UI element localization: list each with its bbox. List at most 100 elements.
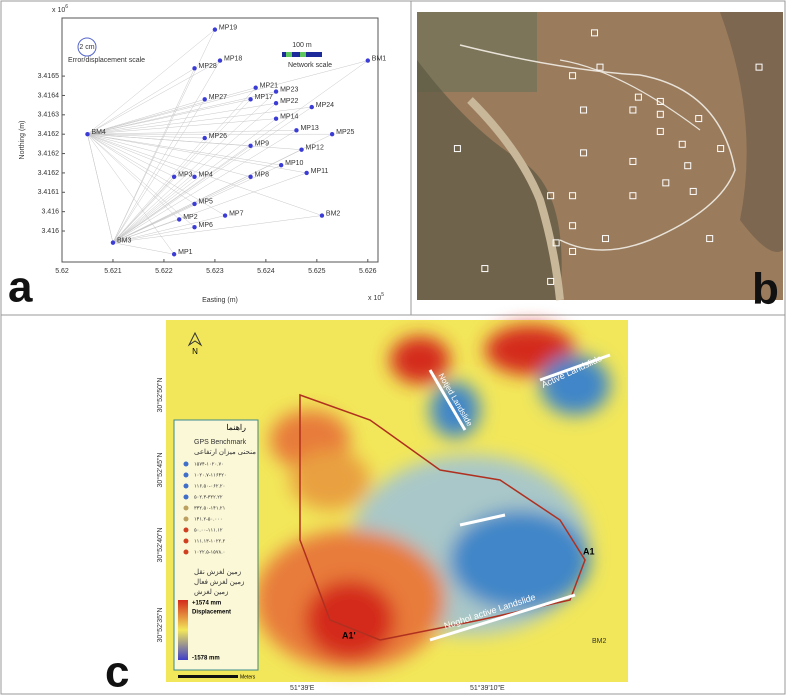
point-label: MP7 (229, 210, 244, 217)
y-axis-label: Northing (m) (19, 121, 26, 160)
panel-c: Active Landslide Notjed Landslide Noghol… (105, 320, 628, 695)
point (279, 163, 283, 167)
x-tick-label: 5.625 (308, 268, 326, 275)
point-label: MP4 (199, 172, 214, 179)
longitude: 51°39'10"E (470, 684, 505, 692)
point (330, 132, 334, 136)
point (274, 89, 278, 93)
legend-symbol (184, 495, 189, 500)
point-label: MP23 (280, 86, 298, 93)
legend-entry: ۵۰.۰۰-۱۱۱.۱۲ (194, 527, 223, 533)
legend-symbol (184, 473, 189, 478)
legend-entry: ۱۱۶.۵۰-۰۶۲.۲۰ (194, 483, 225, 489)
x-tick-label: 5.626 (359, 268, 377, 275)
scale-bar (286, 52, 292, 57)
map-label: A1' (342, 630, 356, 640)
latitude: 30°52'40"N (156, 527, 164, 562)
legend-entry: ۱۱۱.۱۳-۱۰۲۲.۲ (194, 538, 226, 544)
point (274, 101, 278, 105)
legend-entry: زمین لغزش فعال (194, 578, 244, 586)
axis-multiplier: x 106 (52, 4, 68, 14)
point-label: MP14 (280, 114, 298, 121)
legend-symbol (184, 528, 189, 533)
figure: 2 cm Error/displacement scale 100 m Netw… (0, 0, 786, 695)
y-tick-label: 3.4163 (38, 112, 60, 119)
point-label: MP18 (224, 55, 242, 62)
point (203, 97, 207, 101)
colorbar-label: Displacement (192, 610, 231, 616)
legend-title: راهنما (226, 423, 246, 432)
north-arrow: N (192, 347, 198, 356)
point (320, 213, 324, 217)
exponent: 6 (65, 4, 68, 10)
point-label: MP3 (178, 172, 193, 179)
annotation: 100 m (292, 42, 312, 49)
y-tick-label: 3.416 (41, 208, 59, 215)
y-tick-label: 3.4162 (38, 131, 60, 138)
annotation: Network scale (288, 62, 332, 69)
longitude: 51°39'E (290, 684, 315, 692)
legend-entry: ۱۵۷۴-۱۰۲۰.۷۰ (194, 461, 224, 467)
panel-a: 2 cm Error/displacement scale 100 m Netw… (8, 4, 386, 311)
point-label: BM3 (117, 237, 132, 244)
legend-symbol (184, 517, 189, 522)
point-label: MP26 (209, 133, 227, 140)
point (192, 202, 196, 206)
legend-entry: منحنی میزان ارتفاعی (194, 448, 256, 456)
point (172, 252, 176, 256)
scale-bar (178, 675, 238, 678)
point-label: MP24 (316, 102, 334, 109)
point (223, 213, 227, 217)
point-label: MP8 (255, 172, 269, 179)
point (172, 175, 176, 179)
point (192, 225, 196, 229)
point (310, 105, 314, 109)
point-label: MP1 (178, 249, 193, 256)
colorbar-label: -1578 mm (192, 656, 220, 662)
point (294, 128, 298, 132)
x-tick-label: 5.623 (206, 268, 224, 275)
legend-symbol (184, 484, 189, 489)
point-label: MP6 (199, 222, 214, 229)
panel-label: b (752, 265, 779, 314)
legend-symbol (184, 539, 189, 544)
point-label: MP9 (255, 141, 269, 148)
point-label: MP22 (280, 98, 298, 105)
terrain (417, 12, 537, 92)
point (111, 240, 115, 244)
point (192, 66, 196, 70)
y-tick-label: 3.4165 (38, 73, 60, 80)
point (299, 147, 303, 151)
point-label: BM2 (326, 210, 341, 217)
y-tick-label: 3.416 (41, 228, 59, 235)
point-label: BM4 (91, 129, 106, 136)
map-label: BM2 (592, 638, 607, 645)
x-tick-label: 5.624 (257, 268, 275, 275)
x-tick-label: 5.622 (155, 268, 173, 275)
point (248, 144, 252, 148)
latitude: 30°52'35"N (156, 607, 164, 642)
scale-bar (300, 52, 306, 57)
point (203, 136, 207, 140)
multiplier: x 10 (52, 7, 65, 14)
point (248, 175, 252, 179)
point (213, 27, 217, 31)
exponent: 5 (381, 292, 384, 298)
legend-symbol (184, 462, 189, 467)
point (248, 97, 252, 101)
point-label: MP10 (285, 160, 303, 167)
point (304, 171, 308, 175)
point-label: MP19 (219, 24, 237, 31)
point (218, 58, 222, 62)
point-label: MP21 (260, 83, 278, 90)
y-tick-label: 3.4162 (38, 170, 60, 177)
point-label: MP27 (209, 94, 227, 101)
panel-label: c (105, 648, 129, 695)
point-label: MP13 (300, 125, 318, 132)
page: 2 cm Error/displacement scale 100 m Netw… (0, 0, 786, 695)
panel-label: a (8, 263, 33, 312)
legend-entry: ۱۴۱.۲-۵۰.۰۰۰ (194, 516, 223, 522)
x-tick-label: 5.62 (55, 268, 69, 275)
point-label: MP28 (199, 63, 217, 70)
annotation: 2 cm (79, 44, 94, 51)
